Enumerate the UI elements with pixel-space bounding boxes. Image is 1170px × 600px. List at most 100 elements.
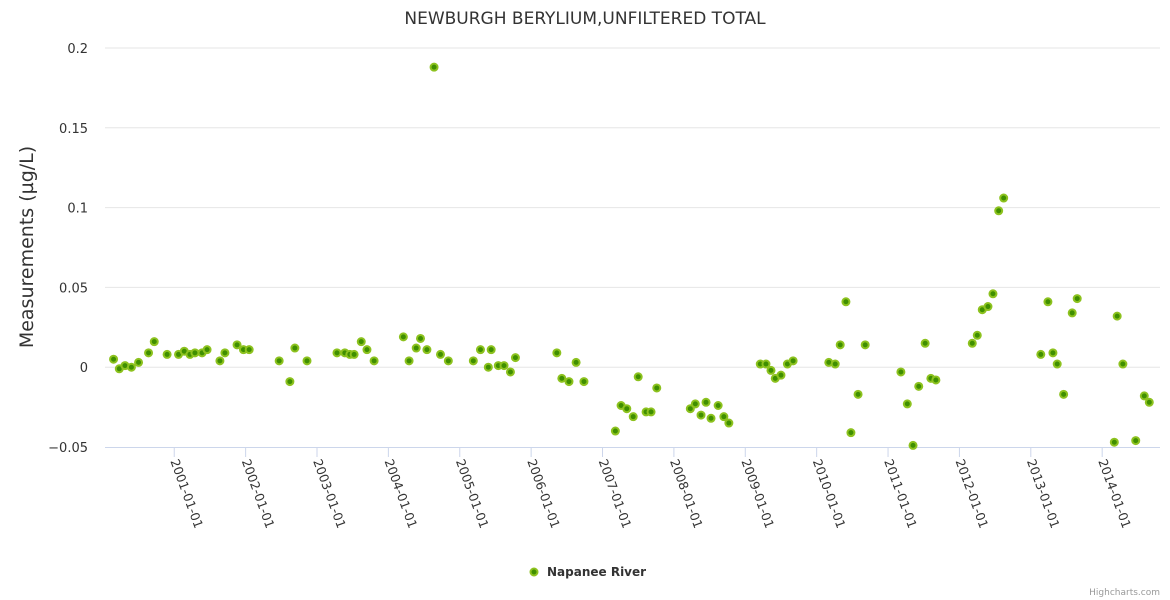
data-point[interactable] — [369, 356, 379, 366]
data-point[interactable] — [841, 297, 851, 307]
data-point[interactable] — [285, 377, 295, 387]
data-point[interactable] — [908, 440, 918, 450]
x-tick-label: 2001-01-01 — [167, 457, 206, 530]
data-point[interactable] — [776, 370, 786, 380]
data-point[interactable] — [290, 343, 300, 353]
x-tick-label: 2003-01-01 — [310, 457, 349, 530]
data-point[interactable] — [690, 399, 700, 409]
data-point[interactable] — [1072, 294, 1082, 304]
data-point[interactable] — [274, 356, 284, 366]
data-point[interactable] — [761, 359, 771, 369]
data-point[interactable] — [552, 348, 562, 358]
data-point[interactable] — [988, 289, 998, 299]
series-napanee-river[interactable] — [109, 62, 1154, 450]
data-point[interactable] — [579, 377, 589, 387]
data-point[interactable] — [429, 62, 439, 72]
credits-link[interactable]: Highcharts.com — [1089, 588, 1160, 598]
data-point[interactable] — [1048, 348, 1058, 358]
data-point[interactable] — [652, 383, 662, 393]
data-point[interactable] — [701, 397, 711, 407]
data-point[interactable] — [475, 345, 485, 355]
data-point[interactable] — [914, 381, 924, 391]
data-point[interactable] — [713, 401, 723, 411]
data-point[interactable] — [149, 337, 159, 347]
data-point[interactable] — [622, 404, 632, 414]
data-point[interactable] — [1112, 311, 1122, 321]
data-point[interactable] — [902, 399, 912, 409]
data-point[interactable] — [232, 340, 242, 350]
data-point[interactable] — [422, 345, 432, 355]
data-point[interactable] — [220, 348, 230, 358]
data-point[interactable] — [920, 338, 930, 348]
data-point[interactable] — [215, 356, 225, 366]
data-point[interactable] — [860, 340, 870, 350]
data-point[interactable] — [126, 362, 136, 372]
data-point[interactable] — [443, 356, 453, 366]
data-point[interactable] — [468, 356, 478, 366]
legend-item-napanee-river[interactable]: Napanee River — [547, 565, 646, 579]
data-point[interactable] — [302, 356, 312, 366]
data-point[interactable] — [510, 353, 520, 363]
data-point[interactable] — [244, 345, 254, 355]
data-point[interactable] — [362, 345, 372, 355]
data-point[interactable] — [505, 367, 515, 377]
data-point[interactable] — [486, 345, 496, 355]
data-point[interactable] — [830, 359, 840, 369]
data-point[interactable] — [162, 349, 172, 359]
data-point[interactable] — [1144, 397, 1154, 407]
data-point[interactable] — [724, 418, 734, 428]
data-point[interactable] — [499, 361, 509, 371]
data-point[interactable] — [1139, 391, 1149, 401]
data-point[interactable] — [1067, 308, 1077, 318]
data-point[interactable] — [202, 345, 212, 355]
data-point[interactable] — [404, 356, 414, 366]
data-point[interactable] — [1131, 436, 1141, 446]
data-point[interactable] — [1109, 437, 1119, 447]
data-point[interactable] — [633, 372, 643, 382]
data-point[interactable] — [483, 362, 493, 372]
data-point[interactable] — [349, 349, 359, 359]
data-point[interactable] — [853, 389, 863, 399]
data-point[interactable] — [972, 330, 982, 340]
data-point[interactable] — [994, 206, 1004, 216]
data-point[interactable] — [398, 332, 408, 342]
data-point[interactable] — [1036, 349, 1046, 359]
data-point[interactable] — [999, 193, 1009, 203]
x-tick-label: 2012-01-01 — [953, 457, 992, 530]
data-point[interactable] — [435, 349, 445, 359]
data-point[interactable] — [788, 356, 798, 366]
data-point[interactable] — [628, 412, 638, 422]
data-point[interactable] — [696, 410, 706, 420]
data-point[interactable] — [1043, 297, 1053, 307]
data-point[interactable] — [983, 302, 993, 312]
data-point[interactable] — [416, 333, 426, 343]
data-point[interactable] — [766, 365, 776, 375]
x-tick-label: 2010-01-01 — [810, 457, 849, 530]
data-point[interactable] — [557, 373, 567, 383]
data-point[interactable] — [610, 426, 620, 436]
data-point[interactable] — [719, 412, 729, 422]
data-point[interactable] — [835, 340, 845, 350]
legend[interactable]: Napanee River — [529, 565, 647, 579]
data-point[interactable] — [571, 357, 581, 367]
y-tick-label: 0.1 — [67, 202, 88, 217]
data-point[interactable] — [356, 337, 366, 347]
data-point[interactable] — [896, 367, 906, 377]
data-point[interactable] — [646, 407, 656, 417]
data-point[interactable] — [332, 348, 342, 358]
data-point[interactable] — [144, 348, 154, 358]
data-point[interactable] — [1118, 359, 1128, 369]
data-point[interactable] — [190, 348, 200, 358]
data-point[interactable] — [1059, 389, 1069, 399]
data-point[interactable] — [134, 357, 144, 367]
x-tick-label: 2007-01-01 — [596, 457, 635, 530]
data-point[interactable] — [109, 354, 119, 364]
data-point[interactable] — [564, 377, 574, 387]
data-point[interactable] — [846, 428, 856, 438]
data-point[interactable] — [411, 343, 421, 353]
data-point[interactable] — [1052, 359, 1062, 369]
data-point[interactable] — [931, 375, 941, 385]
data-point[interactable] — [967, 338, 977, 348]
data-point[interactable] — [706, 413, 716, 423]
